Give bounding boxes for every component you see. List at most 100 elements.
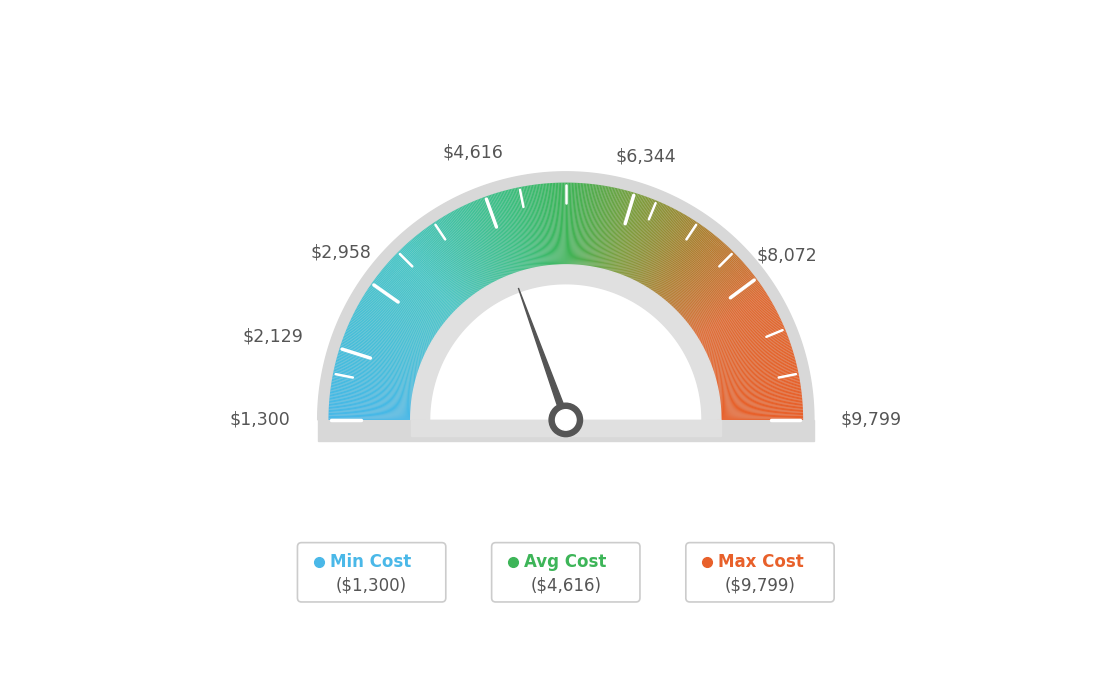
Polygon shape <box>577 184 585 269</box>
Polygon shape <box>452 211 493 288</box>
FancyBboxPatch shape <box>297 542 446 602</box>
Polygon shape <box>405 244 465 308</box>
Polygon shape <box>354 311 432 351</box>
Polygon shape <box>367 290 439 338</box>
Polygon shape <box>585 184 597 270</box>
Text: $9,799: $9,799 <box>841 411 902 429</box>
Polygon shape <box>606 191 630 275</box>
Polygon shape <box>403 246 463 310</box>
Polygon shape <box>478 199 511 279</box>
Polygon shape <box>643 216 688 290</box>
Polygon shape <box>367 289 439 337</box>
Polygon shape <box>658 231 711 301</box>
Polygon shape <box>580 184 590 270</box>
Polygon shape <box>365 291 438 339</box>
Polygon shape <box>400 249 461 312</box>
Polygon shape <box>413 237 469 304</box>
Polygon shape <box>681 268 749 324</box>
Polygon shape <box>707 333 787 365</box>
Polygon shape <box>709 344 792 373</box>
Polygon shape <box>391 259 455 318</box>
Polygon shape <box>593 186 611 272</box>
Polygon shape <box>488 195 518 277</box>
Polygon shape <box>503 190 528 274</box>
Polygon shape <box>716 414 803 417</box>
Polygon shape <box>331 386 416 399</box>
Polygon shape <box>592 186 607 271</box>
Polygon shape <box>332 377 417 393</box>
Polygon shape <box>543 184 552 270</box>
Polygon shape <box>676 257 739 317</box>
Polygon shape <box>715 383 800 397</box>
Polygon shape <box>552 183 559 269</box>
Polygon shape <box>680 264 746 322</box>
Polygon shape <box>492 194 520 276</box>
Polygon shape <box>710 349 793 376</box>
Polygon shape <box>713 365 797 386</box>
Polygon shape <box>714 377 799 393</box>
Text: $8,072: $8,072 <box>756 247 817 265</box>
Polygon shape <box>329 413 415 416</box>
Polygon shape <box>538 184 549 270</box>
Polygon shape <box>588 186 603 270</box>
Polygon shape <box>425 228 477 298</box>
Polygon shape <box>561 183 564 269</box>
Polygon shape <box>374 279 444 331</box>
Polygon shape <box>332 378 417 395</box>
Polygon shape <box>389 261 454 319</box>
Polygon shape <box>598 188 617 273</box>
Polygon shape <box>664 239 721 306</box>
Polygon shape <box>528 186 542 271</box>
Polygon shape <box>683 271 752 326</box>
Polygon shape <box>450 212 493 288</box>
Polygon shape <box>545 184 553 270</box>
Polygon shape <box>609 193 636 276</box>
Polygon shape <box>358 304 434 347</box>
Polygon shape <box>470 202 506 282</box>
Polygon shape <box>542 184 552 270</box>
Polygon shape <box>421 231 474 301</box>
Polygon shape <box>347 328 426 362</box>
Polygon shape <box>517 188 535 272</box>
Polygon shape <box>686 275 754 328</box>
Polygon shape <box>380 271 448 326</box>
Polygon shape <box>371 283 443 333</box>
Polygon shape <box>438 219 486 293</box>
Polygon shape <box>705 331 786 364</box>
Polygon shape <box>699 307 775 349</box>
Polygon shape <box>501 191 526 275</box>
Circle shape <box>549 403 583 437</box>
Polygon shape <box>623 200 656 280</box>
Polygon shape <box>647 219 694 293</box>
Polygon shape <box>439 218 487 292</box>
Polygon shape <box>615 196 645 277</box>
Polygon shape <box>693 291 766 339</box>
Polygon shape <box>434 222 482 295</box>
Polygon shape <box>713 368 798 388</box>
Polygon shape <box>585 185 598 270</box>
Polygon shape <box>713 366 797 387</box>
Polygon shape <box>469 203 505 282</box>
Polygon shape <box>672 251 734 313</box>
Polygon shape <box>318 172 814 420</box>
Polygon shape <box>339 348 422 375</box>
Text: $6,344: $6,344 <box>615 148 676 166</box>
Polygon shape <box>340 344 423 373</box>
Polygon shape <box>701 313 778 353</box>
Polygon shape <box>569 183 572 269</box>
Polygon shape <box>464 205 501 284</box>
Polygon shape <box>682 270 751 325</box>
Polygon shape <box>700 312 778 352</box>
Polygon shape <box>550 183 556 269</box>
Polygon shape <box>397 252 459 314</box>
Polygon shape <box>602 189 624 273</box>
Polygon shape <box>641 214 686 289</box>
Polygon shape <box>693 293 767 339</box>
Polygon shape <box>467 204 505 282</box>
Polygon shape <box>714 373 798 391</box>
Polygon shape <box>379 273 447 327</box>
Polygon shape <box>388 262 453 320</box>
Polygon shape <box>330 390 416 402</box>
Polygon shape <box>336 361 420 383</box>
Polygon shape <box>703 322 783 358</box>
